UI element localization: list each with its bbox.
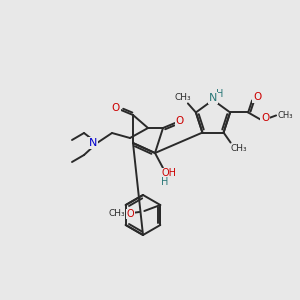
- Text: H: H: [216, 89, 224, 99]
- Text: H: H: [161, 177, 169, 187]
- Text: N: N: [209, 93, 217, 103]
- Text: O: O: [176, 116, 184, 126]
- Text: CH₃: CH₃: [175, 93, 191, 102]
- Text: O: O: [253, 92, 261, 102]
- Text: CH₃: CH₃: [278, 111, 293, 120]
- Text: OH: OH: [161, 168, 176, 178]
- Text: CH₃: CH₃: [230, 144, 247, 153]
- Text: O: O: [127, 209, 134, 219]
- Text: O: O: [261, 113, 269, 123]
- Text: N: N: [89, 138, 97, 148]
- Text: O: O: [112, 103, 120, 113]
- Text: CH₃: CH₃: [108, 209, 124, 218]
